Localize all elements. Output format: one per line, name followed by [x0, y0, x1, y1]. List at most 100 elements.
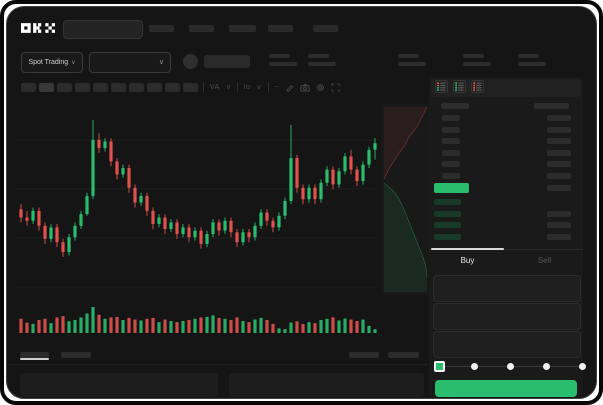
last-price-bar[interactable]: [434, 183, 469, 193]
chevron-down-icon[interactable]: ∨: [256, 84, 262, 91]
timeframe-toolbar: [21, 83, 198, 92]
bid-price-skeleton[interactable]: [434, 210, 461, 217]
divider: [429, 249, 583, 250]
ask-amount-skeleton: [547, 126, 571, 133]
amount-slider-handle[interactable]: [434, 361, 445, 372]
bottom-tab-underline: [20, 358, 49, 360]
amount-field[interactable]: [433, 303, 581, 330]
divider: [236, 82, 238, 92]
divider: [9, 364, 427, 365]
divider: [203, 82, 204, 92]
tab-sell[interactable]: Sell: [506, 253, 583, 267]
timeframe-button-skeleton[interactable]: [129, 83, 144, 92]
chart-tools: VA ∨ lo ∨ ~: [203, 79, 340, 95]
ask-price-skeleton[interactable]: [442, 161, 460, 167]
submit-order-button[interactable]: [435, 380, 577, 397]
pair-selector-dropdown[interactable]: ∨: [89, 52, 171, 73]
market-type-dropdown[interactable]: Spot Trading ∨: [21, 52, 83, 73]
stat-value-skeleton: [463, 62, 491, 66]
chevron-down-icon: ∨: [158, 59, 164, 66]
ask-price-skeleton[interactable]: [442, 126, 460, 133]
timeframe-button-skeleton[interactable]: [147, 83, 162, 92]
ask-amount-skeleton: [547, 185, 571, 191]
timeframe-button-skeleton[interactable]: [39, 83, 54, 92]
ask-amount-skeleton: [547, 138, 571, 144]
total-field[interactable]: [433, 331, 581, 358]
slider-stop-dot[interactable]: [543, 363, 550, 370]
stat-label-skeleton: [463, 54, 484, 58]
stat-label-skeleton: [269, 54, 290, 58]
chevron-down-icon[interactable]: ∨: [225, 84, 231, 91]
ask-amount-skeleton: [547, 149, 571, 156]
slider-stop-dot[interactable]: [471, 363, 478, 370]
bid-amount-skeleton: [547, 233, 571, 240]
bottom-tab-active-skeleton[interactable]: [20, 352, 49, 358]
indicators-dropdown[interactable]: VA: [210, 83, 220, 91]
active-tab-indicator: [431, 248, 504, 250]
bid-price-skeleton[interactable]: [434, 233, 461, 240]
tab-buy[interactable]: Buy: [429, 253, 506, 267]
stat-value-skeleton: [269, 62, 297, 66]
book-asks-icon[interactable]: [471, 80, 484, 93]
draw-icon[interactable]: [285, 83, 294, 92]
market-type-label: Spot Trading: [28, 59, 69, 66]
bid-amount-skeleton: [547, 210, 571, 217]
slider-stop-dot[interactable]: [579, 363, 586, 370]
ask-amount-skeleton: [547, 115, 571, 121]
timeframe-button-skeleton[interactable]: [183, 83, 198, 92]
timeframe-button-skeleton[interactable]: [165, 83, 180, 92]
ask-amount-skeleton: [547, 161, 571, 167]
search-input[interactable]: [63, 20, 143, 39]
timeframe-button-skeleton[interactable]: [75, 83, 90, 92]
settings-icon[interactable]: [316, 83, 325, 92]
order-book-toolbar: [431, 79, 581, 97]
bottom-tab-skeleton[interactable]: [61, 352, 91, 358]
fullscreen-icon[interactable]: [331, 82, 340, 92]
ask-price-skeleton[interactable]: [442, 138, 460, 144]
bottom-action-skeleton[interactable]: [349, 352, 379, 358]
column-header-amount-skeleton: [534, 103, 569, 109]
divider: [267, 82, 269, 92]
ask-price-skeleton[interactable]: [442, 115, 460, 121]
timeframe-button-skeleton[interactable]: [111, 83, 126, 92]
bottom-action-skeleton[interactable]: [388, 352, 419, 358]
nav-item-skeleton[interactable]: [189, 25, 214, 32]
slider-stop-dot[interactable]: [507, 363, 514, 370]
order-book-panel: Buy Sell: [429, 77, 586, 397]
timeframe-button-skeleton[interactable]: [21, 83, 36, 92]
stat-label-skeleton: [518, 54, 539, 58]
app-window: Spot Trading ∨ ∨ VA ∨ lo ∨ ~: [6, 6, 597, 399]
timeframe-button-skeleton[interactable]: [57, 83, 72, 92]
ask-amount-skeleton: [547, 172, 571, 179]
line-type-icon[interactable]: ~: [274, 83, 279, 91]
nav-item-skeleton[interactable]: [229, 25, 256, 32]
chevron-down-icon: ∨: [71, 60, 76, 66]
depth-chart: [381, 104, 431, 295]
bid-price-skeleton[interactable]: [434, 199, 461, 205]
stat-label-skeleton: [398, 54, 419, 58]
tab-sell-label: Sell: [537, 255, 552, 265]
okx-logo: [21, 23, 55, 33]
timeframe-button-skeleton[interactable]: [93, 83, 108, 92]
price-field[interactable]: [433, 275, 581, 302]
nav-item-skeleton[interactable]: [313, 25, 338, 32]
overlay-dropdown[interactable]: lo: [243, 83, 251, 91]
candlestick-chart[interactable]: [13, 99, 379, 337]
stat-value-skeleton: [398, 62, 426, 66]
history-panel-right: [229, 373, 424, 397]
history-panel-left: [20, 373, 218, 397]
nav-item-skeleton[interactable]: [149, 25, 174, 32]
bid-price-skeleton[interactable]: [434, 222, 461, 228]
camera-icon[interactable]: [300, 83, 310, 92]
stat-label-skeleton: [308, 54, 329, 58]
book-bids-icon[interactable]: [453, 80, 466, 93]
stat-value-skeleton: [308, 62, 336, 66]
nav-item-skeleton[interactable]: [268, 25, 293, 32]
ask-price-skeleton[interactable]: [442, 149, 460, 156]
action-button-skeleton[interactable]: [204, 55, 250, 68]
ask-price-skeleton[interactable]: [442, 172, 460, 179]
column-header-price-skeleton: [441, 103, 469, 109]
tab-buy-label: Buy: [460, 255, 475, 265]
book-combined-icon[interactable]: [435, 80, 448, 93]
